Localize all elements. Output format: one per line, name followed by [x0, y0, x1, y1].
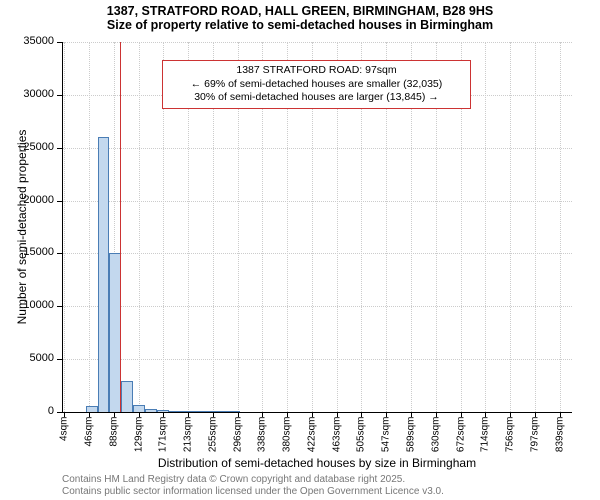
histogram-bar: [181, 411, 193, 412]
y-tick-label: 15000: [14, 246, 54, 258]
annotation-line2: ← 69% of semi-detached houses are smalle…: [169, 78, 464, 92]
x-tick-label: 296sqm: [232, 417, 243, 467]
x-tick-label: 4sqm: [59, 417, 70, 467]
y-tick-mark: [57, 201, 62, 202]
x-tick-label: 839sqm: [554, 417, 565, 467]
y-tick-label: 20000: [14, 194, 54, 206]
histogram-bar: [133, 405, 145, 412]
gridline-v: [535, 42, 536, 412]
x-tick-label: 129sqm: [133, 417, 144, 467]
y-tick-mark: [57, 95, 62, 96]
histogram-bar: [192, 411, 204, 412]
y-tick-mark: [57, 42, 62, 43]
x-tick-label: 88sqm: [109, 417, 120, 467]
x-tick-label: 171sqm: [158, 417, 169, 467]
x-tick-label: 756sqm: [505, 417, 516, 467]
x-tick-label: 672sqm: [455, 417, 466, 467]
y-tick-mark: [57, 306, 62, 307]
x-tick-label: 714sqm: [480, 417, 491, 467]
x-tick-label: 46sqm: [84, 417, 95, 467]
x-tick-label: 338sqm: [257, 417, 268, 467]
gridline-v: [64, 42, 65, 412]
x-tick-label: 463sqm: [331, 417, 342, 467]
x-tick-label: 797sqm: [529, 417, 540, 467]
y-tick-label: 30000: [14, 88, 54, 100]
histogram-bar: [204, 411, 216, 412]
annotation-line3: 30% of semi-detached houses are larger (…: [169, 91, 464, 105]
gridline-v: [89, 42, 90, 412]
chart-title-line2: Size of property relative to semi-detach…: [0, 18, 600, 32]
x-tick-label: 589sqm: [406, 417, 417, 467]
gridline-v: [560, 42, 561, 412]
histogram-bar: [145, 409, 157, 412]
x-tick-label: 255sqm: [208, 417, 219, 467]
x-tick-label: 505sqm: [356, 417, 367, 467]
x-tick-label: 630sqm: [430, 417, 441, 467]
footer-line1: Contains HM Land Registry data © Crown c…: [62, 474, 444, 486]
annotation-box: 1387 STRATFORD ROAD: 97sqm← 69% of semi-…: [162, 60, 471, 109]
x-tick-label: 380sqm: [282, 417, 293, 467]
y-tick-label: 5000: [14, 352, 54, 364]
x-tick-label: 547sqm: [381, 417, 392, 467]
y-tick-label: 25000: [14, 141, 54, 153]
histogram-bar: [86, 406, 98, 412]
y-tick-mark: [57, 253, 62, 254]
annotation-line1: 1387 STRATFORD ROAD: 97sqm: [169, 64, 464, 78]
histogram-bar: [169, 411, 181, 412]
y-axis-line: [62, 42, 63, 412]
plot-area: 1387 STRATFORD ROAD: 97sqm← 69% of semi-…: [62, 42, 572, 412]
footer-text: Contains HM Land Registry data © Crown c…: [62, 474, 444, 498]
gridline-v: [139, 42, 140, 412]
gridline-v: [485, 42, 486, 412]
histogram-bar: [98, 137, 110, 412]
y-tick-label: 35000: [14, 35, 54, 47]
y-tick-mark: [57, 412, 62, 413]
x-tick-label: 213sqm: [183, 417, 194, 467]
chart-title-line1: 1387, STRATFORD ROAD, HALL GREEN, BIRMIN…: [0, 0, 600, 18]
histogram-bar: [216, 411, 228, 412]
y-tick-label: 10000: [14, 299, 54, 311]
y-tick-label: 0: [14, 405, 54, 417]
x-tick-label: 422sqm: [307, 417, 318, 467]
y-tick-mark: [57, 148, 62, 149]
chart-container: { "chart": { "type": "histogram", "title…: [0, 0, 600, 500]
footer-line2: Contains public sector information licen…: [62, 486, 444, 498]
y-tick-mark: [57, 359, 62, 360]
reference-line: [120, 42, 121, 412]
histogram-bar: [121, 381, 133, 412]
gridline-v: [510, 42, 511, 412]
